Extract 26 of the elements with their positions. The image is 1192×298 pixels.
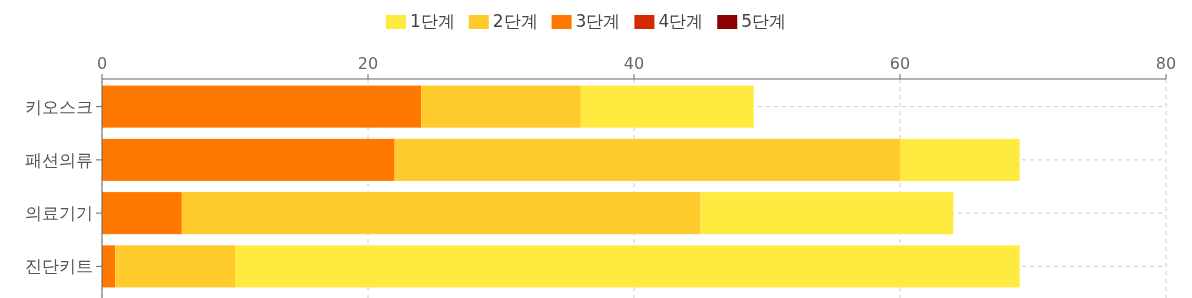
bar [580,85,754,128]
y-tick-label: 패션의류 [25,149,93,170]
bar [102,245,116,288]
y-tick-label: 키오스크 [25,96,93,117]
x-tick-label: 20 [357,54,379,73]
bar [181,192,701,235]
x-tick-label: 60 [889,54,911,73]
legend-label: 2단계 [492,11,538,31]
bar [102,85,422,128]
legend-label: 3단계 [575,11,621,31]
bar [394,138,900,181]
x-tick-label: 0 [96,54,108,73]
bar [102,192,182,235]
x-tick-label: 80 [1155,54,1177,73]
bar [102,138,395,181]
bar [900,138,1020,181]
y-tick-label: 진단키트 [25,256,93,277]
y-tick-label: 의료기기 [25,203,93,224]
bar [115,245,235,288]
legend-label: 4단계 [658,11,704,31]
bar [421,85,581,128]
bar [700,192,954,235]
bar [235,245,1020,288]
legend-label: 5단계 [741,11,787,31]
x-tick-label: 40 [623,54,645,73]
legend-label: 1단계 [409,11,455,31]
